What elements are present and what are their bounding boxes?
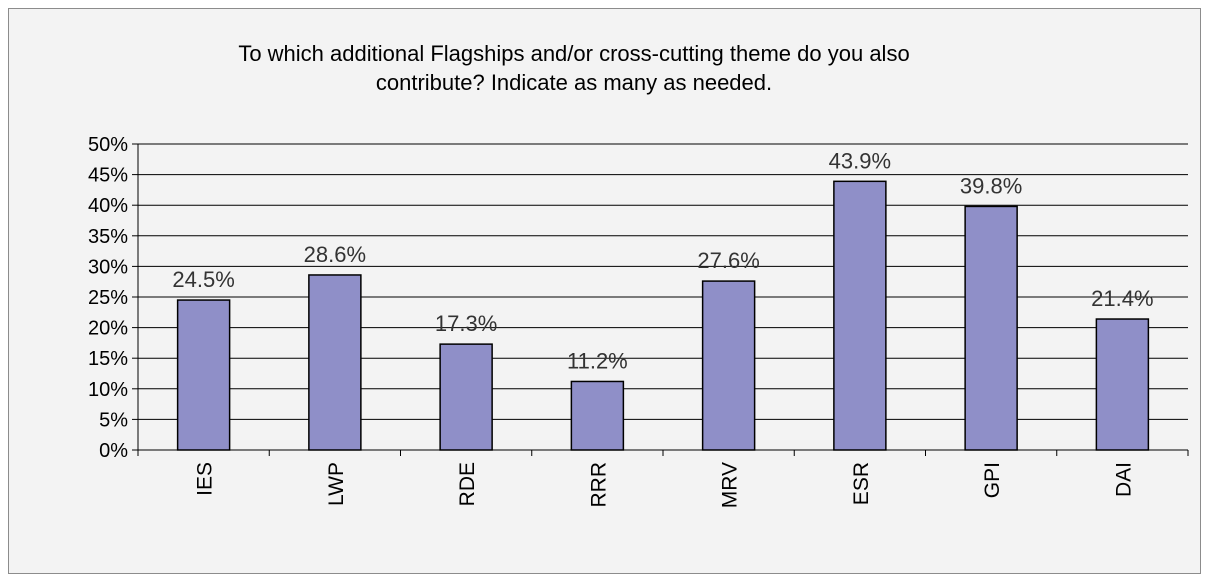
category-label-dai: DAI <box>1112 462 1135 497</box>
y-tick-label: 5% <box>99 409 128 431</box>
data-label-rrr: 11.2% <box>567 348 628 373</box>
data-label-lwp: 28.6% <box>304 242 366 267</box>
bar-dai <box>1095 318 1150 451</box>
y-tick-label: 0% <box>99 440 128 462</box>
category-label-rde: RDE <box>456 462 479 506</box>
y-tick-label: 45% <box>88 165 128 187</box>
y-tick-label: 20% <box>88 318 128 340</box>
data-label-ies: 24.5% <box>172 267 234 292</box>
chart-title-line-1: To which additional Flagships and/or cro… <box>238 41 910 66</box>
bar-lwp <box>308 274 362 451</box>
bar-mrv <box>701 280 756 451</box>
category-label-mrv: MRV <box>719 462 742 508</box>
bar-ies <box>176 299 231 451</box>
y-tick-label: 15% <box>88 348 128 370</box>
category-label-ies: IES <box>194 462 217 496</box>
category-label-gpi: GPI <box>981 462 1004 498</box>
category-label-rrr: RRR <box>587 462 610 508</box>
y-tick-label: 30% <box>88 256 128 278</box>
bar-esr <box>833 180 887 451</box>
bar-rrr <box>570 380 625 451</box>
bar-gpi <box>964 205 1018 451</box>
y-tick-label: 35% <box>88 226 128 248</box>
category-label-esr: ESR <box>850 462 873 505</box>
y-tick-label: 25% <box>88 287 128 309</box>
chart-title-line-2: contribute? Indicate as many as needed. <box>375 70 773 95</box>
y-tick-label: 50% <box>88 134 128 156</box>
data-label-mrv: 27.6% <box>697 248 759 273</box>
bar-rde <box>439 343 493 451</box>
y-tick-label: 40% <box>88 195 128 217</box>
chart-title: To which additional Flagships and/or cro… <box>9 39 1139 97</box>
category-label-lwp: LWP <box>325 462 348 506</box>
data-label-dai: 21.4% <box>1091 286 1153 311</box>
data-label-esr: 43.9% <box>829 148 891 173</box>
data-label-gpi: 39.8% <box>960 173 1022 198</box>
y-tick-label: 10% <box>88 379 128 401</box>
data-label-rde: 17.3% <box>435 311 497 336</box>
